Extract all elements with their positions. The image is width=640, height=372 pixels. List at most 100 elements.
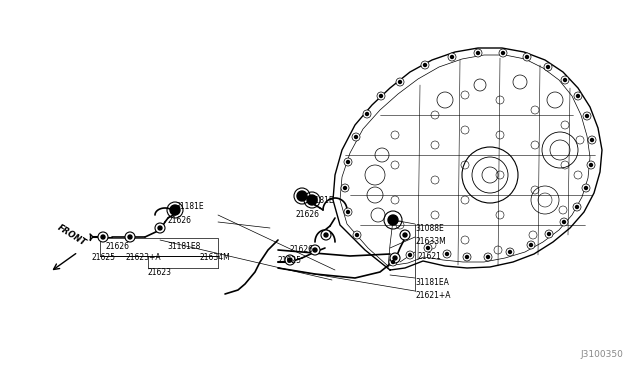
Text: 31181E: 31181E [305, 196, 333, 205]
Text: 31181EA: 31181EA [415, 278, 449, 287]
Circle shape [477, 51, 479, 55]
Circle shape [577, 94, 579, 97]
Text: 21625: 21625 [278, 256, 302, 265]
Circle shape [392, 260, 394, 263]
Text: 21626: 21626 [105, 242, 129, 251]
Circle shape [463, 253, 471, 261]
Circle shape [285, 255, 295, 265]
Text: 21621: 21621 [418, 252, 442, 261]
Text: 21634M: 21634M [200, 253, 231, 262]
Circle shape [400, 230, 410, 240]
Circle shape [545, 230, 553, 238]
Circle shape [547, 232, 550, 235]
Circle shape [128, 235, 132, 239]
Circle shape [575, 205, 579, 208]
Circle shape [424, 64, 426, 67]
Circle shape [582, 184, 590, 192]
Circle shape [544, 63, 552, 71]
Circle shape [560, 218, 568, 226]
Circle shape [584, 186, 588, 189]
Circle shape [445, 253, 449, 256]
Circle shape [355, 234, 358, 237]
Circle shape [506, 248, 514, 256]
Circle shape [297, 191, 307, 201]
Circle shape [527, 241, 535, 249]
Circle shape [474, 49, 482, 57]
Text: FRONT: FRONT [56, 223, 88, 248]
Circle shape [484, 253, 492, 261]
Circle shape [390, 253, 400, 263]
Circle shape [403, 233, 407, 237]
Circle shape [443, 250, 451, 258]
Circle shape [393, 256, 397, 260]
Circle shape [155, 223, 165, 233]
Text: 21626: 21626 [296, 210, 320, 219]
Text: 21623: 21623 [148, 268, 172, 277]
Text: 21625: 21625 [92, 253, 116, 262]
Circle shape [380, 94, 383, 97]
Text: 21626: 21626 [168, 216, 192, 225]
Circle shape [365, 112, 369, 115]
Circle shape [421, 61, 429, 69]
Circle shape [424, 244, 432, 252]
Circle shape [344, 208, 352, 216]
Circle shape [482, 167, 498, 183]
Circle shape [499, 49, 507, 57]
Circle shape [396, 78, 404, 86]
Circle shape [529, 244, 532, 247]
Circle shape [587, 161, 595, 169]
Text: 31181E: 31181E [175, 202, 204, 211]
Circle shape [288, 258, 292, 262]
Text: 21623+A: 21623+A [125, 253, 161, 262]
Circle shape [574, 92, 582, 100]
Circle shape [547, 65, 550, 68]
Circle shape [321, 230, 331, 240]
Circle shape [399, 80, 401, 83]
Circle shape [363, 110, 371, 118]
Circle shape [563, 78, 566, 81]
Circle shape [591, 138, 593, 141]
Circle shape [406, 251, 414, 259]
Circle shape [344, 186, 346, 189]
Circle shape [125, 232, 135, 242]
Circle shape [408, 253, 412, 257]
Circle shape [389, 258, 397, 266]
Circle shape [509, 250, 511, 253]
Circle shape [525, 55, 529, 58]
Circle shape [346, 211, 349, 214]
Circle shape [341, 184, 349, 192]
Circle shape [170, 205, 180, 215]
Circle shape [324, 233, 328, 237]
Text: 31181E8: 31181E8 [167, 242, 200, 251]
Circle shape [573, 203, 581, 211]
Text: 21621+A: 21621+A [415, 291, 451, 300]
Circle shape [523, 53, 531, 61]
Circle shape [346, 160, 349, 164]
Circle shape [158, 226, 162, 230]
Circle shape [486, 256, 490, 259]
Circle shape [589, 164, 593, 167]
Circle shape [583, 112, 591, 120]
Circle shape [586, 115, 589, 118]
Text: J3100350: J3100350 [580, 350, 623, 359]
Circle shape [465, 256, 468, 259]
Circle shape [588, 136, 596, 144]
Circle shape [561, 76, 569, 84]
Circle shape [388, 215, 398, 225]
Circle shape [352, 133, 360, 141]
Circle shape [310, 245, 320, 255]
Circle shape [502, 51, 504, 55]
Circle shape [451, 55, 454, 58]
Circle shape [563, 221, 566, 224]
Circle shape [355, 135, 358, 138]
Circle shape [353, 231, 361, 239]
Text: 21633M: 21633M [415, 237, 445, 246]
Circle shape [313, 248, 317, 252]
Bar [100, 238, 218, 256]
Circle shape [426, 247, 429, 250]
Circle shape [101, 235, 105, 239]
Circle shape [307, 195, 317, 205]
Circle shape [98, 232, 108, 242]
Circle shape [448, 53, 456, 61]
Text: 31088E: 31088E [415, 224, 444, 233]
